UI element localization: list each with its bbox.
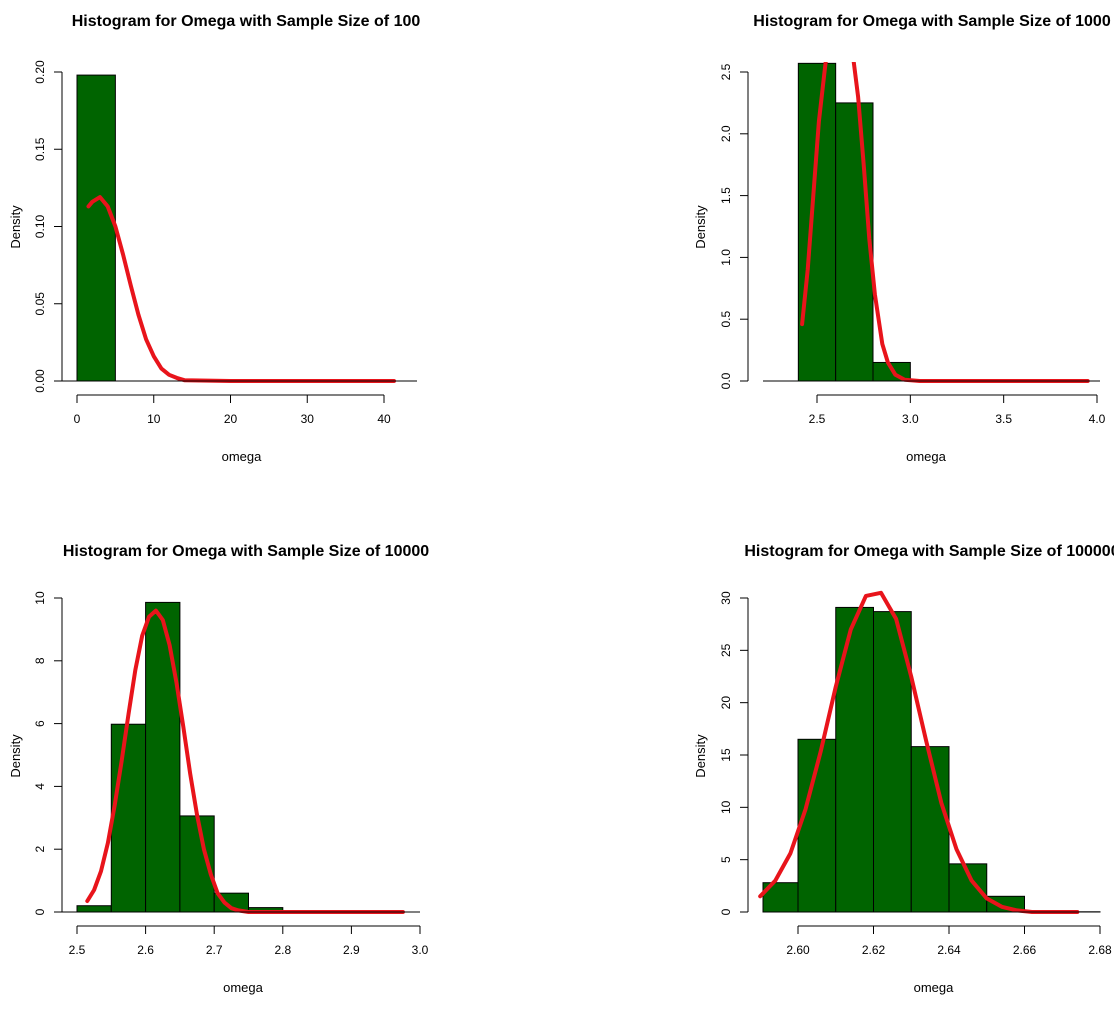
chart-title: Histogram for Omega with Sample Size of … — [72, 13, 421, 30]
histogram-bar — [76, 74, 116, 382]
x-tick-label: 3.0 — [902, 412, 919, 426]
y-tick-label: 0.10 — [33, 214, 47, 238]
y-tick-label: 25 — [719, 643, 733, 657]
x-tick-label: 2.62 — [862, 943, 886, 957]
chart-panel-3: Histogram for Omega with Sample Size of … — [8, 543, 429, 995]
y-tick-label: 0.5 — [719, 311, 733, 328]
histogram-bar — [762, 882, 799, 913]
x-tick-label: 2.6 — [137, 943, 154, 957]
x-axis-label: omega — [906, 449, 947, 464]
x-tick-label: 2.7 — [206, 943, 223, 957]
x-tick-label: 10 — [147, 412, 161, 426]
y-axis-label: Density — [8, 734, 23, 778]
y-tick-label: 4 — [33, 783, 47, 790]
y-tick-label: 30 — [719, 591, 733, 605]
x-tick-label: 2.5 — [809, 412, 826, 426]
y-tick-label: 0.00 — [33, 369, 47, 393]
y-tick-label: 0.15 — [33, 137, 47, 161]
y-tick-label: 2.0 — [719, 125, 733, 142]
y-tick-label: 10 — [33, 591, 47, 605]
x-tick-label: 0 — [74, 412, 81, 426]
y-tick-label: 6 — [33, 720, 47, 727]
x-tick-label: 3.5 — [995, 412, 1012, 426]
y-tick-label: 2 — [33, 846, 47, 853]
y-tick-label: 0.0 — [719, 372, 733, 389]
x-axis-label: omega — [914, 980, 955, 995]
y-tick-label: 5 — [719, 856, 733, 863]
density-curve — [86, 195, 396, 383]
y-tick-label: 8 — [33, 657, 47, 664]
y-tick-label: 10 — [719, 800, 733, 814]
y-tick-label: 0 — [719, 908, 733, 915]
y-tick-label: 2.5 — [719, 63, 733, 80]
histogram-bar — [910, 746, 950, 913]
y-tick-label: 1.5 — [719, 187, 733, 204]
y-tick-label: 1.0 — [719, 249, 733, 266]
x-tick-label: 2.9 — [343, 943, 360, 957]
density-curve — [800, 62, 1090, 383]
histogram-bar — [76, 905, 112, 913]
x-tick-label: 2.60 — [786, 943, 810, 957]
chart-title: Histogram for Omega with Sample Size of … — [63, 543, 429, 560]
y-axis-label: Density — [693, 734, 708, 778]
x-axis-label: omega — [222, 449, 263, 464]
chart-panel-2: Histogram for Omega with Sample Size of … — [693, 13, 1111, 464]
x-tick-label: 2.5 — [69, 943, 86, 957]
histogram-bar — [835, 102, 874, 382]
y-tick-label: 15 — [719, 748, 733, 762]
density-curve — [758, 590, 1080, 914]
histogram-bar — [797, 62, 837, 382]
x-axis-label: omega — [223, 980, 264, 995]
chart-panel-1: Histogram for Omega with Sample Size of … — [8, 13, 420, 464]
histogram-bar — [873, 611, 912, 913]
y-tick-label: 20 — [719, 696, 733, 710]
x-tick-label: 40 — [377, 412, 391, 426]
histogram-bar — [110, 723, 147, 913]
histogram-bar — [145, 601, 181, 913]
chart-title: Histogram for Omega with Sample Size of … — [753, 13, 1111, 30]
y-tick-label: 0.20 — [33, 60, 47, 84]
x-tick-label: 2.66 — [1013, 943, 1037, 957]
x-tick-label: 2.64 — [937, 943, 961, 957]
y-axis-label: Density — [8, 205, 23, 249]
chart-title: Histogram for Omega with Sample Size of … — [744, 543, 1114, 560]
x-tick-label: 3.0 — [412, 943, 429, 957]
density-curve — [85, 608, 405, 914]
histogram-bar — [835, 606, 874, 913]
x-tick-label: 4.0 — [1089, 412, 1106, 426]
y-axis-label: Density — [693, 205, 708, 249]
y-tick-label: 0 — [33, 908, 47, 915]
chart-panel-4: Histogram for Omega with Sample Size of … — [693, 543, 1114, 995]
x-tick-label: 2.8 — [274, 943, 291, 957]
x-tick-label: 20 — [224, 412, 238, 426]
x-tick-label: 2.68 — [1088, 943, 1112, 957]
x-tick-label: 30 — [301, 412, 315, 426]
y-tick-label: 0.05 — [33, 292, 47, 316]
